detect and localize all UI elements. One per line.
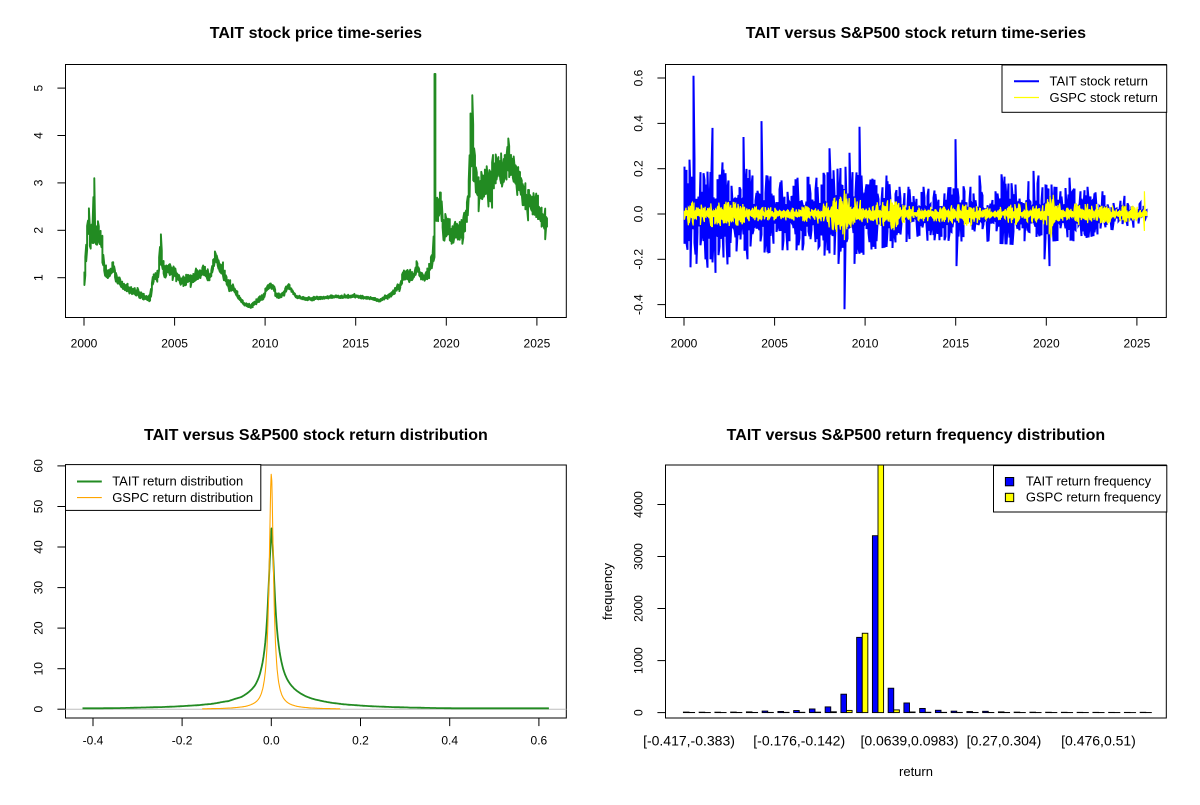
svg-text:-0.2: -0.2 <box>632 249 646 270</box>
svg-text:2010: 2010 <box>852 336 879 350</box>
svg-text:0.2: 0.2 <box>632 160 646 177</box>
svg-text:0.6: 0.6 <box>531 734 548 748</box>
svg-text:-0.4: -0.4 <box>632 294 646 315</box>
svg-text:return: return <box>899 764 933 779</box>
svg-text:0.2: 0.2 <box>352 734 369 748</box>
svg-text:TAIT versus S&P500 return freq: TAIT versus S&P500 return frequency dist… <box>727 427 1105 444</box>
svg-text:GSPC return frequency: GSPC return frequency <box>1026 490 1162 505</box>
svg-text:[0.27,0.304): [0.27,0.304) <box>967 733 1042 749</box>
svg-text:4000: 4000 <box>632 491 646 518</box>
svg-text:2000: 2000 <box>632 595 646 622</box>
svg-text:2020: 2020 <box>433 336 460 350</box>
svg-text:TAIT versus S&P500 stock retur: TAIT versus S&P500 stock return distribu… <box>144 427 488 444</box>
svg-text:[-0.176,-0.142): [-0.176,-0.142) <box>753 733 845 749</box>
svg-text:TAIT return frequency: TAIT return frequency <box>1026 474 1152 489</box>
svg-text:20: 20 <box>32 621 46 635</box>
svg-text:frequency: frequency <box>600 562 615 620</box>
svg-text:0.6: 0.6 <box>632 69 646 86</box>
svg-text:60: 60 <box>32 459 46 473</box>
svg-text:3000: 3000 <box>632 543 646 570</box>
svg-text:GSPC return distribution: GSPC return distribution <box>112 490 253 505</box>
svg-text:[0.0639,0.0983): [0.0639,0.0983) <box>860 733 958 749</box>
svg-text:2015: 2015 <box>942 336 969 350</box>
svg-text:2020: 2020 <box>1033 336 1060 350</box>
svg-text:-0.2: -0.2 <box>172 734 193 748</box>
svg-text:5: 5 <box>32 84 46 91</box>
svg-text:2025: 2025 <box>524 336 551 350</box>
svg-text:0: 0 <box>32 706 46 713</box>
svg-text:0.4: 0.4 <box>441 734 458 748</box>
svg-text:30: 30 <box>32 581 46 595</box>
svg-text:0.0: 0.0 <box>632 205 646 222</box>
svg-text:40: 40 <box>32 540 46 554</box>
svg-text:[0.476,0.51): [0.476,0.51) <box>1061 733 1136 749</box>
svg-text:0.4: 0.4 <box>632 115 646 132</box>
svg-text:2: 2 <box>32 227 46 234</box>
svg-text:0: 0 <box>632 709 646 716</box>
svg-text:0.0: 0.0 <box>263 734 280 748</box>
svg-text:2000: 2000 <box>671 336 698 350</box>
svg-text:GSPC stock return: GSPC stock return <box>1050 90 1158 105</box>
svg-text:50: 50 <box>32 500 46 514</box>
svg-text:2025: 2025 <box>1124 336 1151 350</box>
svg-text:2005: 2005 <box>761 336 788 350</box>
svg-text:2015: 2015 <box>342 336 369 350</box>
svg-text:[-0.417,-0.383): [-0.417,-0.383) <box>643 733 735 749</box>
svg-text:1: 1 <box>32 274 46 281</box>
svg-text:3: 3 <box>32 179 46 186</box>
svg-text:2000: 2000 <box>71 336 98 350</box>
svg-text:-0.4: -0.4 <box>83 734 104 748</box>
svg-text:TAIT stock price time-series: TAIT stock price time-series <box>210 25 422 42</box>
svg-text:2010: 2010 <box>252 336 279 350</box>
svg-text:4: 4 <box>32 132 46 139</box>
svg-text:TAIT stock return: TAIT stock return <box>1050 74 1149 89</box>
svg-text:1000: 1000 <box>632 647 646 674</box>
svg-text:TAIT return distribution: TAIT return distribution <box>112 474 243 489</box>
svg-text:10: 10 <box>32 662 46 676</box>
svg-text:2005: 2005 <box>161 336 188 350</box>
svg-text:TAIT versus S&P500 stock retur: TAIT versus S&P500 stock return time-ser… <box>746 25 1086 42</box>
